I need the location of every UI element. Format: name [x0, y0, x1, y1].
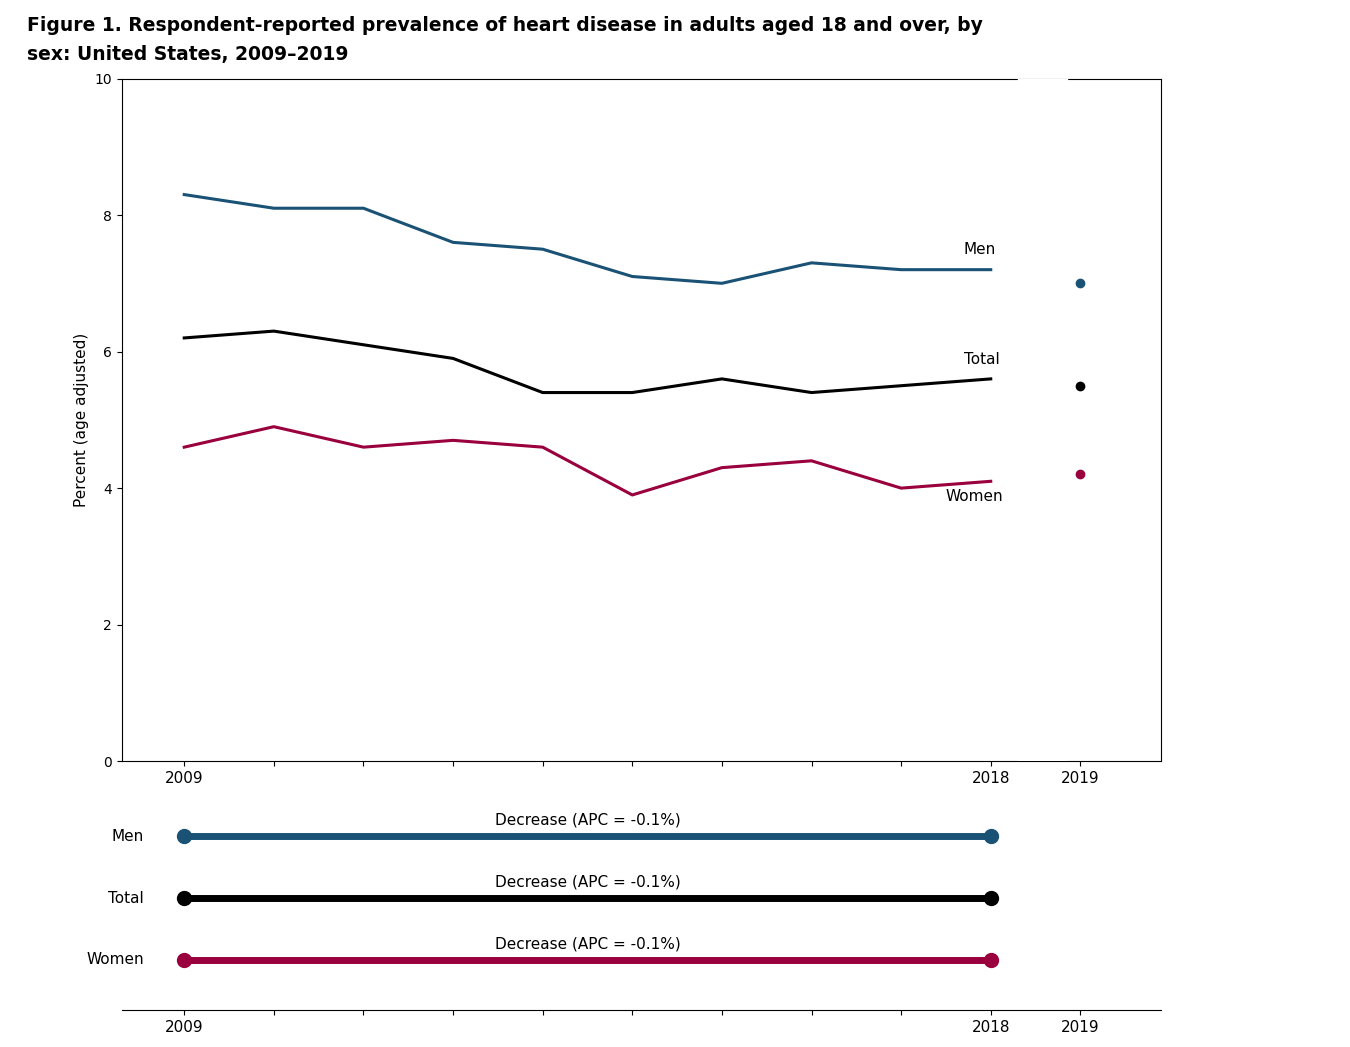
Text: Men: Men	[964, 243, 996, 258]
Text: Women: Women	[946, 490, 1003, 505]
Text: Decrease (APC = -0.1%): Decrease (APC = -0.1%)	[494, 812, 680, 828]
Text: Figure 1. Respondent-reported prevalence of heart disease in adults aged 18 and : Figure 1. Respondent-reported prevalence…	[27, 16, 983, 35]
Text: sex: United States, 2009–2019: sex: United States, 2009–2019	[27, 45, 348, 64]
Text: Decrease (APC = -0.1%): Decrease (APC = -0.1%)	[494, 936, 680, 952]
Text: Total: Total	[964, 352, 999, 366]
Text: Total: Total	[108, 891, 144, 906]
Bar	[1018, 44, 1066, 796]
Y-axis label: Percent (age adjusted): Percent (age adjusted)	[74, 333, 89, 507]
Text: Decrease (APC = -0.1%): Decrease (APC = -0.1%)	[494, 874, 680, 890]
Text: Men: Men	[112, 829, 144, 844]
Text: Women: Women	[86, 953, 144, 967]
